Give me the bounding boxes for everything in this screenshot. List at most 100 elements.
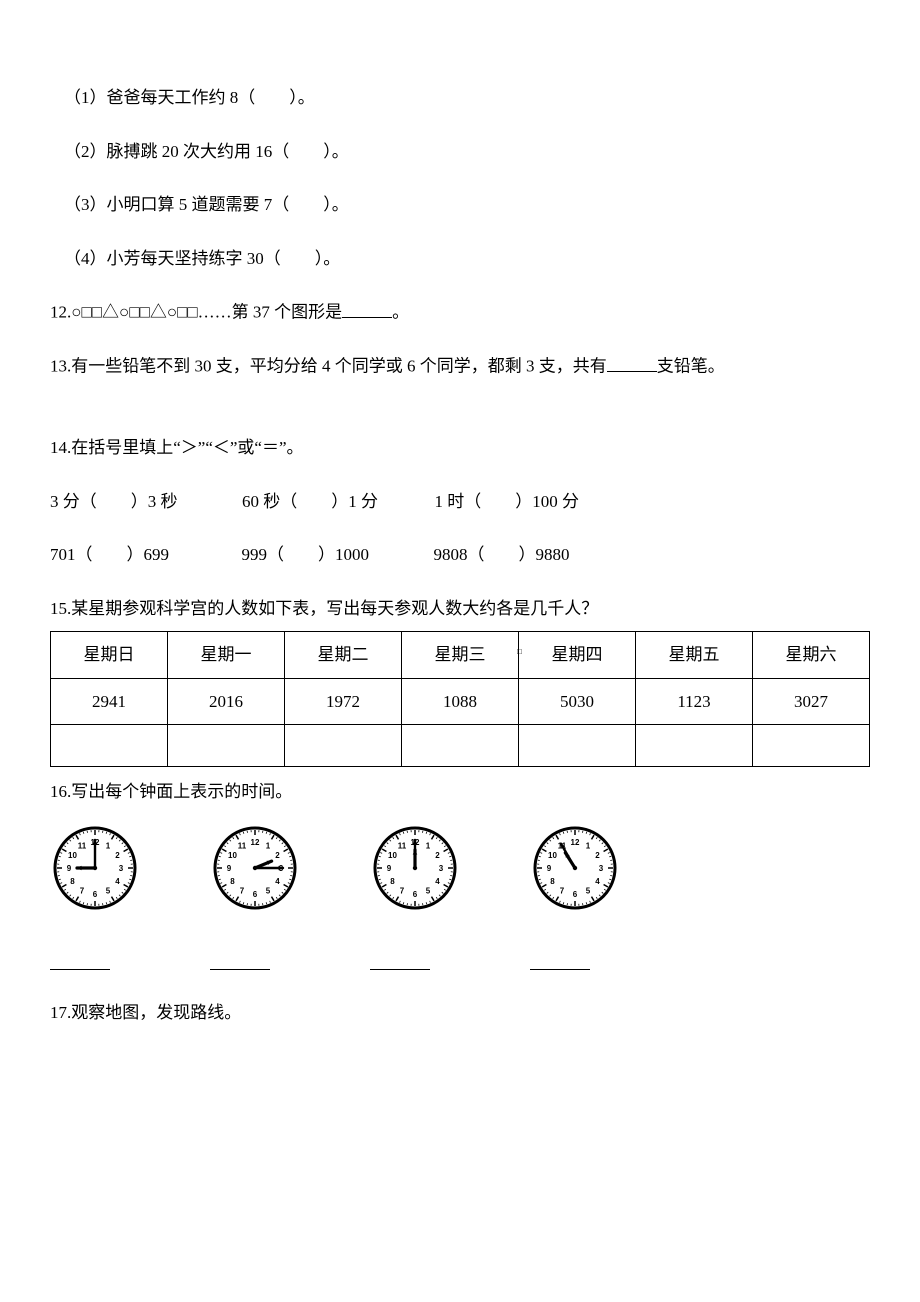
table-values-row: 2941 2016 1972 1088 5030 1123 3027 [51,678,870,725]
clock-3: 123456789101112 [370,823,460,913]
svg-text:1: 1 [266,841,271,850]
svg-text:9: 9 [67,864,72,873]
tb-3[interactable] [402,725,519,767]
q14-r1-c3: 1 时（ ）100 分 [435,492,580,511]
q14-r1-c2: 60 秒（ ）1 分 [242,492,378,511]
th-4: □ 星期四 [519,632,636,679]
svg-text:10: 10 [388,851,397,860]
clock-4: 123456789101112 [530,823,620,913]
th-4-text: 星期四 [552,645,603,664]
clock-1: 123456789101112 [50,823,140,913]
tb-5[interactable] [636,725,753,767]
clock-answer-1[interactable] [50,953,110,970]
svg-text:12: 12 [571,838,580,847]
q12-suffix: 。 [392,303,409,322]
q14-row1: 3 分（ ）3 秒 60 秒（ ）1 分 1 时（ ）100 分 [50,489,870,515]
svg-text:10: 10 [228,851,237,860]
q12-prefix: 12.○□□△○□□△○□□……第 37 个图形是 [50,303,342,322]
clock-face-icon: 123456789101112 [50,823,140,913]
clock-face-icon: 123456789101112 [210,823,300,913]
q11-item-3: （3）小明口算 5 道题需要 7（ ）。 [50,192,870,218]
svg-text:6: 6 [253,890,258,899]
tb-0[interactable] [51,725,168,767]
svg-text:10: 10 [68,851,77,860]
th-5: 星期五 [636,632,753,679]
svg-text:8: 8 [230,877,235,886]
q17-title: 17.观察地图，发现路线。 [50,1000,870,1026]
q13-suffix: 支铅笔。 [657,357,725,376]
q11-item-1: （1）爸爸每天工作约 8（ ）。 [50,85,870,111]
svg-text:7: 7 [80,886,85,895]
svg-text:9: 9 [227,864,232,873]
clock-answer-4[interactable] [530,953,590,970]
q12-blank[interactable] [342,299,392,318]
svg-text:3: 3 [599,864,604,873]
tv-5: 1123 [636,678,753,725]
clock-face-icon: 123456789101112 [370,823,460,913]
tb-6[interactable] [753,725,870,767]
q15-title-text: 15.某星期参观科学宫的人数如下表，写出每天参观人数大约各是几千人？ [50,599,598,618]
svg-text:1: 1 [426,841,431,850]
tv-4: 5030 [519,678,636,725]
svg-text:2: 2 [435,851,440,860]
svg-text:11: 11 [238,841,247,850]
svg-text:2: 2 [595,851,600,860]
svg-text:9: 9 [547,864,552,873]
q14-title: 14.在括号里填上“＞”“＜”或“＝”。 [50,435,870,461]
q15-title: 15.某星期参观科学宫的人数如下表，写出每天参观人数大约各是几千人？ [50,596,870,622]
q15-table: 星期日 星期一 星期二 星期三 □ 星期四 星期五 星期六 2941 2016 … [50,631,870,767]
clock-face-icon: 123456789101112 [530,823,620,913]
tv-6: 3027 [753,678,870,725]
svg-text:3: 3 [439,864,444,873]
svg-text:1: 1 [586,841,591,850]
svg-text:8: 8 [390,877,395,886]
tv-1: 2016 [168,678,285,725]
q11-item-2: （2）脉搏跳 20 次大约用 16（ ）。 [50,139,870,165]
q14-r2-c1: 701（ ）699 [50,545,169,564]
svg-text:6: 6 [413,890,418,899]
svg-text:11: 11 [398,841,407,850]
svg-text:2: 2 [275,851,280,860]
q13-prefix: 13.有一些铅笔不到 30 支，平均分给 4 个同学或 6 个同学，都剩 3 支… [50,357,607,376]
q12: 12.○□□△○□□△○□□……第 37 个图形是 。 [50,299,870,325]
th-0: 星期日 [51,632,168,679]
q13: 13.有一些铅笔不到 30 支，平均分给 4 个同学或 6 个同学，都剩 3 支… [50,353,870,379]
header-marker-icon: □ [517,646,522,658]
svg-text:9: 9 [387,864,392,873]
q13-blank[interactable] [607,353,657,372]
svg-text:8: 8 [550,877,555,886]
clock-answers-row [50,953,870,970]
q14-row2: 701（ ）699 999（ ）1000 9808（ ）9880 [50,542,870,568]
tv-2: 1972 [285,678,402,725]
tb-4[interactable] [519,725,636,767]
clock-answer-3[interactable] [370,953,430,970]
svg-text:5: 5 [426,886,431,895]
svg-text:7: 7 [240,886,245,895]
tv-3: 1088 [402,678,519,725]
th-2: 星期二 [285,632,402,679]
svg-text:11: 11 [78,841,87,850]
q14-r2-c2: 999（ ）1000 [242,545,370,564]
svg-text:8: 8 [70,877,75,886]
table-blank-row [51,725,870,767]
clock-2: 123456789101112 [210,823,300,913]
svg-text:4: 4 [115,877,120,886]
svg-text:1: 1 [106,841,111,850]
svg-text:6: 6 [573,890,578,899]
q16-title: 16.写出每个钟面上表示的时间。 [50,779,870,805]
svg-text:5: 5 [586,886,591,895]
q14-r1-c1: 3 分（ ）3 秒 [50,492,178,511]
svg-text:10: 10 [548,851,557,860]
tb-1[interactable] [168,725,285,767]
q11-item-4: （4）小芳每天坚持练字 30（ ）。 [50,246,870,272]
svg-text:6: 6 [93,890,98,899]
clock-answer-2[interactable] [210,953,270,970]
svg-text:5: 5 [106,886,111,895]
tb-2[interactable] [285,725,402,767]
clocks-row: 1234567891011121234567891011121234567891… [50,823,870,913]
svg-text:7: 7 [560,886,565,895]
svg-text:7: 7 [400,886,405,895]
table-header-row: 星期日 星期一 星期二 星期三 □ 星期四 星期五 星期六 [51,632,870,679]
th-6: 星期六 [753,632,870,679]
svg-text:4: 4 [595,877,600,886]
